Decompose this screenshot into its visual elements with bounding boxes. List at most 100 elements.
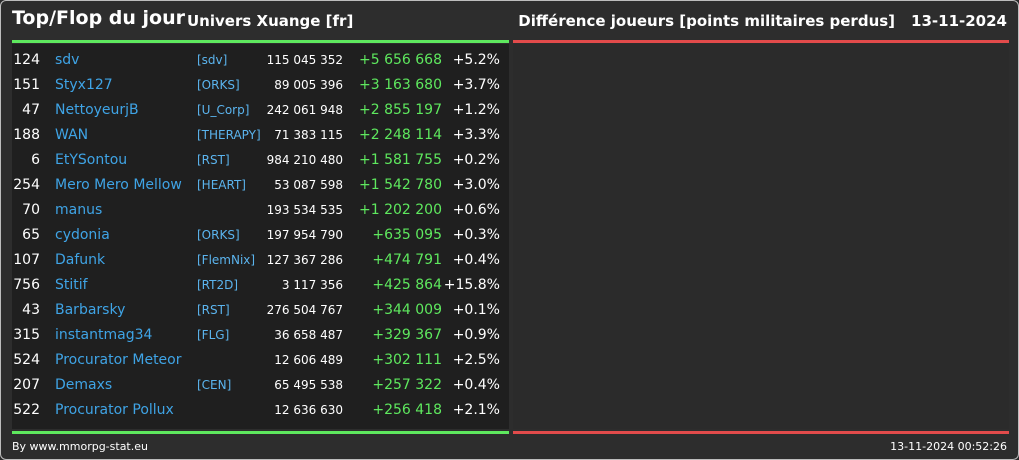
alliance-tag[interactable]: [RST] (197, 153, 230, 167)
points-cell: 193 534 535 (266, 203, 343, 217)
top-gainers-line (12, 40, 509, 43)
percent-cell: +1.2% (452, 102, 500, 118)
table-row: 188 WAN [THERAPY] 71 383 115 +2 248 114 +3.3% (12, 123, 509, 148)
points-cell: 53 087 598 (274, 178, 343, 192)
player-name-link[interactable]: Styx127 (55, 77, 113, 93)
points-cell: 65 495 538 (274, 378, 343, 392)
points-cell: 984 210 480 (266, 153, 343, 167)
table-row: 47 NettoyeurjB [U_Corp] 242 061 948 +2 855 1… (12, 98, 509, 123)
alliance-tag[interactable]: [RST] (197, 303, 230, 317)
points-cell: 197 954 790 (266, 228, 343, 242)
percent-cell: +5.2% (452, 52, 500, 68)
percent-cell: +0.1% (452, 302, 500, 318)
player-name-link[interactable]: Demaxs (55, 377, 113, 393)
difference-cell: +635 095 (372, 227, 442, 243)
difference-cell: +2 855 197 (359, 102, 442, 118)
alliance-tag[interactable]: [sdv] (197, 53, 228, 67)
difference-cell: +1 581 755 (359, 152, 442, 168)
table-row: 524 Procurator Meteor 12 606 489 +302 111 +2… (12, 348, 509, 373)
rank-cell: 188 (13, 127, 40, 143)
player-name-link[interactable]: Procurator Pollux (55, 402, 174, 418)
table-row: 315 instantmag34 [FLG] 36 658 487 +329 367 +0… (12, 323, 509, 348)
difference-cell: +474 791 (372, 252, 442, 268)
percent-cell: +0.4% (452, 252, 500, 268)
rank-cell: 6 (31, 152, 40, 168)
points-cell: 3 117 356 (281, 278, 343, 292)
rank-cell: 43 (22, 302, 40, 318)
points-cell: 127 367 286 (266, 253, 343, 267)
table-row: 522 Procurator Pollux 12 636 630 +256 418 +2… (12, 398, 509, 423)
percent-cell: +15.8% (443, 277, 500, 293)
player-name-link[interactable]: instantmag34 (55, 327, 153, 343)
points-cell: 36 658 487 (274, 328, 343, 342)
alliance-tag[interactable]: [RT2D] (197, 278, 239, 292)
table-row: 756 Stitif [RT2D] 3 117 356 +425 864 +15.8% (12, 273, 509, 298)
player-name-link[interactable]: EtYSontou (55, 152, 128, 168)
timestamp: 13-11-2024 00:52:26 (890, 440, 1007, 453)
bottom-losers-line (513, 431, 1009, 434)
table-row: 124 sdv [sdv] 115 045 352 +5 656 668 +5.2% (12, 48, 509, 73)
difference-cell: +3 163 680 (359, 77, 442, 93)
gainers-panel: 124 sdv [sdv] 115 045 352 +5 656 668 +5.2% 151… (12, 44, 509, 429)
player-name-link[interactable]: cydonia (55, 227, 110, 243)
player-name-link[interactable]: Dafunk (55, 252, 106, 268)
rank-cell: 47 (22, 102, 40, 118)
rank-cell: 254 (13, 177, 40, 193)
difference-cell: +2 248 114 (359, 127, 442, 143)
rank-cell: 151 (13, 77, 40, 93)
player-name-link[interactable]: WAN (55, 127, 89, 143)
percent-cell: +3.7% (452, 77, 500, 93)
table-row: 207 Demaxs [CEN] 65 495 538 +257 322 +0.4% (12, 373, 509, 398)
difference-cell: +1 202 200 (359, 202, 442, 218)
date-label: 13-11-2024 (911, 12, 1007, 30)
player-name-link[interactable]: Stitif (55, 277, 88, 293)
table-row: 151 Styx127 [ORKS] 89 005 396 +3 163 680 +3.7… (12, 73, 509, 98)
alliance-tag[interactable]: [U_Corp] (197, 103, 250, 117)
points-cell: 89 005 396 (274, 78, 343, 92)
player-name-link[interactable]: Mero Mero Mellow (55, 177, 182, 193)
top-losers-line (513, 40, 1009, 43)
table-row: 107 Dafunk [FlemNix] 127 367 286 +474 791 +0.… (12, 248, 509, 273)
alliance-tag[interactable]: [ORKS] (197, 78, 240, 92)
difference-cell: +5 656 668 (359, 52, 442, 68)
player-name-link[interactable]: NettoyeurjB (55, 102, 139, 118)
rank-cell: 124 (13, 52, 40, 68)
percent-cell: +0.2% (452, 152, 500, 168)
rank-cell: 207 (13, 377, 40, 393)
alliance-tag[interactable]: [CEN] (197, 378, 232, 392)
player-name-link[interactable]: sdv (55, 52, 80, 68)
site-credit[interactable]: By www.mmorpg-stat.eu (12, 440, 148, 453)
table-row: 65 cydonia [ORKS] 197 954 790 +635 095 +0.3% (12, 223, 509, 248)
percent-cell: +2.5% (452, 352, 500, 368)
player-name-link[interactable]: manus (55, 202, 103, 218)
table-row: 254 Mero Mero Mellow [HEART] 53 087 598 +1 5… (12, 173, 509, 198)
table-row: 43 Barbarsky [RST] 276 504 767 +344 009 +0.1% (12, 298, 509, 323)
difference-cell: +329 367 (372, 327, 442, 343)
difference-cell: +1 542 780 (359, 177, 442, 193)
points-cell: 12 636 630 (274, 403, 343, 417)
alliance-tag[interactable]: [FLG] (197, 328, 230, 342)
percent-cell: +0.6% (452, 202, 500, 218)
percent-cell: +3.3% (452, 127, 500, 143)
bottom-gainers-line (12, 431, 509, 434)
rank-cell: 65 (22, 227, 40, 243)
alliance-tag[interactable]: [ORKS] (197, 228, 240, 242)
points-cell: 71 383 115 (274, 128, 343, 142)
header-right: Différence joueurs [points militaires pe… (518, 12, 1007, 30)
table-row: 6 EtYSontou [RST] 984 210 480 +1 581 755 +0.2… (12, 148, 509, 173)
points-cell: 115 045 352 (266, 53, 343, 67)
alliance-tag[interactable]: [FlemNix] (197, 253, 256, 267)
rank-cell: 315 (13, 327, 40, 343)
percent-cell: +0.9% (452, 327, 500, 343)
rank-cell: 756 (13, 277, 40, 293)
table-row: 70 manus 193 534 535 +1 202 200 +0.6% (12, 198, 509, 223)
alliance-tag[interactable]: [HEART] (197, 178, 246, 192)
page-title: Top/Flop du jour (12, 7, 185, 29)
alliance-tag[interactable]: [THERAPY] (197, 128, 261, 142)
rank-cell: 70 (22, 202, 40, 218)
player-name-link[interactable]: Barbarsky (55, 302, 126, 318)
points-cell: 242 061 948 (266, 103, 343, 117)
player-name-link[interactable]: Procurator Meteor (55, 352, 182, 368)
points-cell: 12 606 489 (274, 353, 343, 367)
